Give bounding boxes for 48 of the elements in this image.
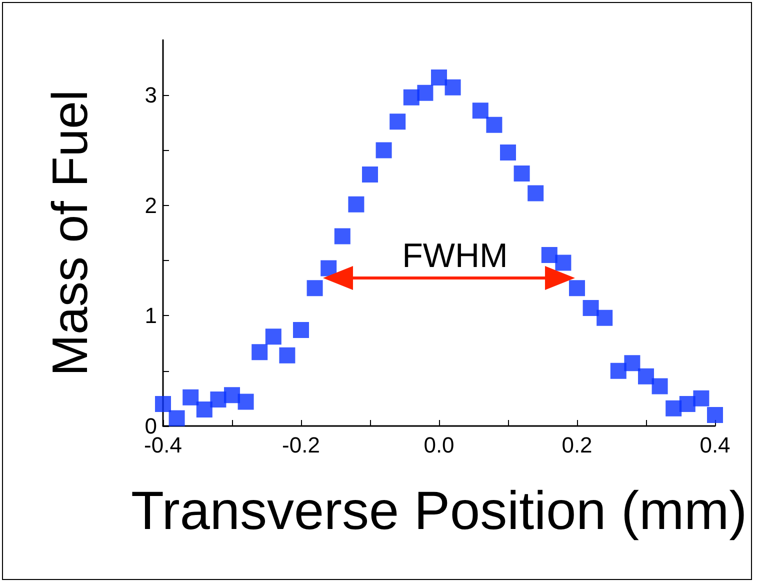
point (444, 79, 461, 96)
point (707, 406, 723, 423)
point (168, 410, 185, 426)
point (376, 142, 392, 158)
x-tick-label: -0.2 (282, 432, 320, 458)
point (306, 280, 323, 296)
point (182, 389, 199, 406)
point (210, 392, 226, 408)
point (252, 344, 268, 360)
point (569, 280, 585, 296)
point (652, 378, 668, 394)
point (596, 310, 613, 326)
point (320, 260, 337, 276)
point (279, 347, 296, 364)
x-tick-label: 0.4 (700, 432, 730, 458)
x-axis-title: Transverse Position (mm) (130, 481, 748, 541)
point (486, 116, 502, 133)
point (610, 362, 626, 379)
point (348, 196, 364, 212)
point (624, 355, 640, 372)
point (500, 144, 516, 160)
point (582, 300, 599, 316)
point (472, 102, 488, 119)
point (417, 84, 434, 101)
point (693, 390, 710, 406)
point (334, 228, 350, 244)
point (224, 387, 240, 404)
point (293, 322, 309, 338)
point (265, 328, 282, 345)
y-tick-label: 3 (144, 82, 157, 108)
point (555, 254, 572, 271)
y-tick-label: 1 (144, 303, 157, 328)
point (528, 185, 544, 202)
y-tick-label: 2 (144, 192, 157, 218)
point (390, 114, 406, 130)
point (638, 368, 654, 384)
point (666, 400, 682, 416)
point (196, 401, 212, 418)
point (431, 69, 447, 86)
x-tick-label: 0.0 (424, 432, 454, 458)
point (362, 166, 378, 183)
annotation: FWHM (402, 237, 508, 275)
y-axis-title: Mass of Fuel (42, 90, 98, 376)
point (238, 394, 254, 410)
x-tick-label: 0.2 (562, 432, 592, 458)
point (541, 247, 558, 264)
point (514, 165, 530, 182)
point (155, 396, 171, 412)
